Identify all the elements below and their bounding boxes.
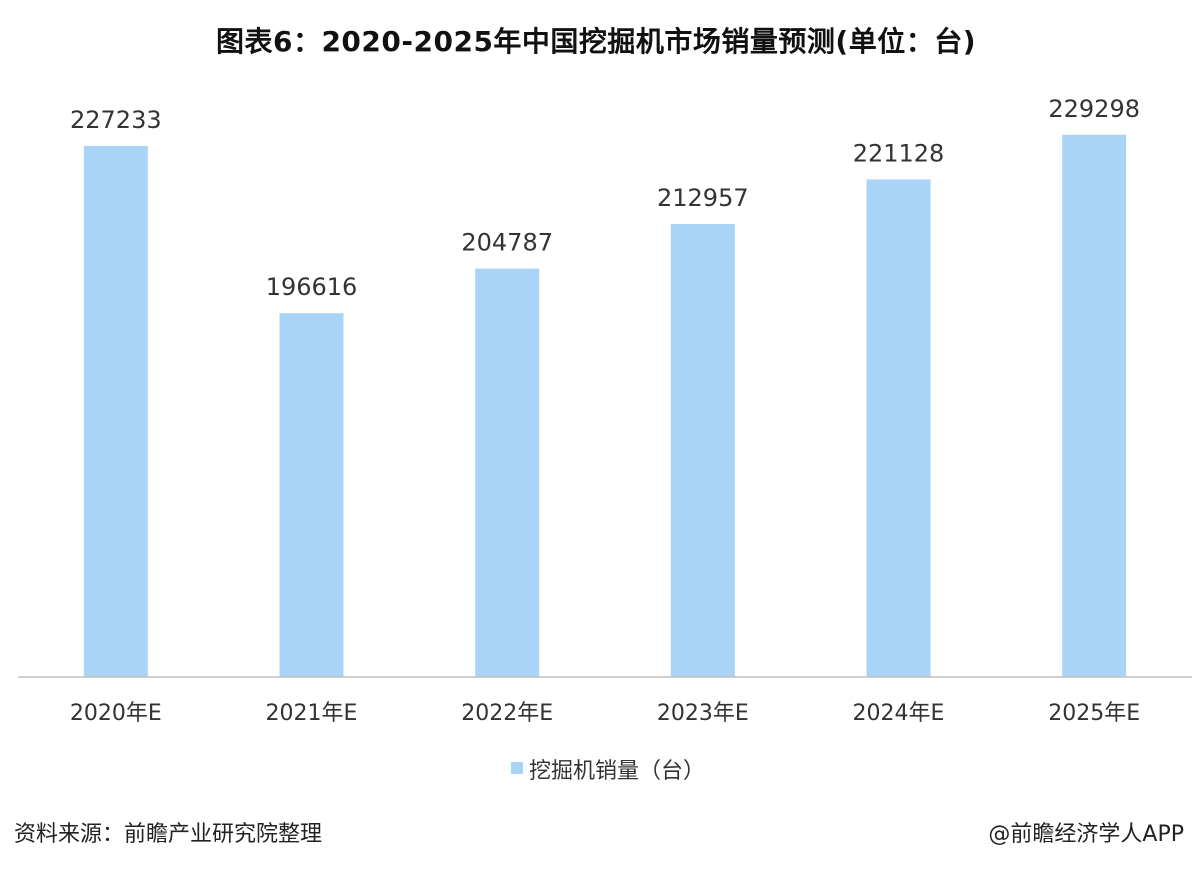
x-tick-label: 2025年E [1048,701,1140,726]
bars-layer [83,134,1127,678]
bar-2025年E [1062,134,1127,678]
x-tick-labels-layer: 2020年E 2021年E 2022年E 2023年E 2024年E 2025年E [70,701,1140,726]
x-tick-label: 2022年E [461,701,553,726]
x-tick-label: 2024年E [853,701,945,726]
bar-2020年E [83,146,148,677]
legend-label: 挖掘机销量（台） [529,759,705,784]
data-label: 204787 [461,229,553,257]
data-label: 227233 [70,106,162,134]
x-tick-label: 2021年E [266,701,358,726]
data-label: 221128 [853,139,945,167]
x-tick-label: 2023年E [657,701,749,726]
data-label: 212957 [657,184,749,212]
source-note: 资料来源：前瞻产业研究院整理 [14,822,323,847]
bar-2024年E [866,179,931,677]
data-labels-layer: 227233 196616 204787 212957 221128 229298 [70,95,1140,301]
chart-title: 图表6：2020-2025年中国挖掘机市场销量预测(单位：台) [215,25,977,58]
bar-2022年E [475,268,540,677]
credit-note: @前瞻经济学人APP [988,822,1184,847]
x-tick-label: 2020年E [70,701,162,726]
legend-swatch [511,762,523,774]
legend: 挖掘机销量（台） [511,759,705,784]
bar-2021年E [279,313,344,677]
bar-2023年E [670,224,735,677]
data-label: 229298 [1048,95,1140,123]
data-label: 196616 [266,273,358,301]
